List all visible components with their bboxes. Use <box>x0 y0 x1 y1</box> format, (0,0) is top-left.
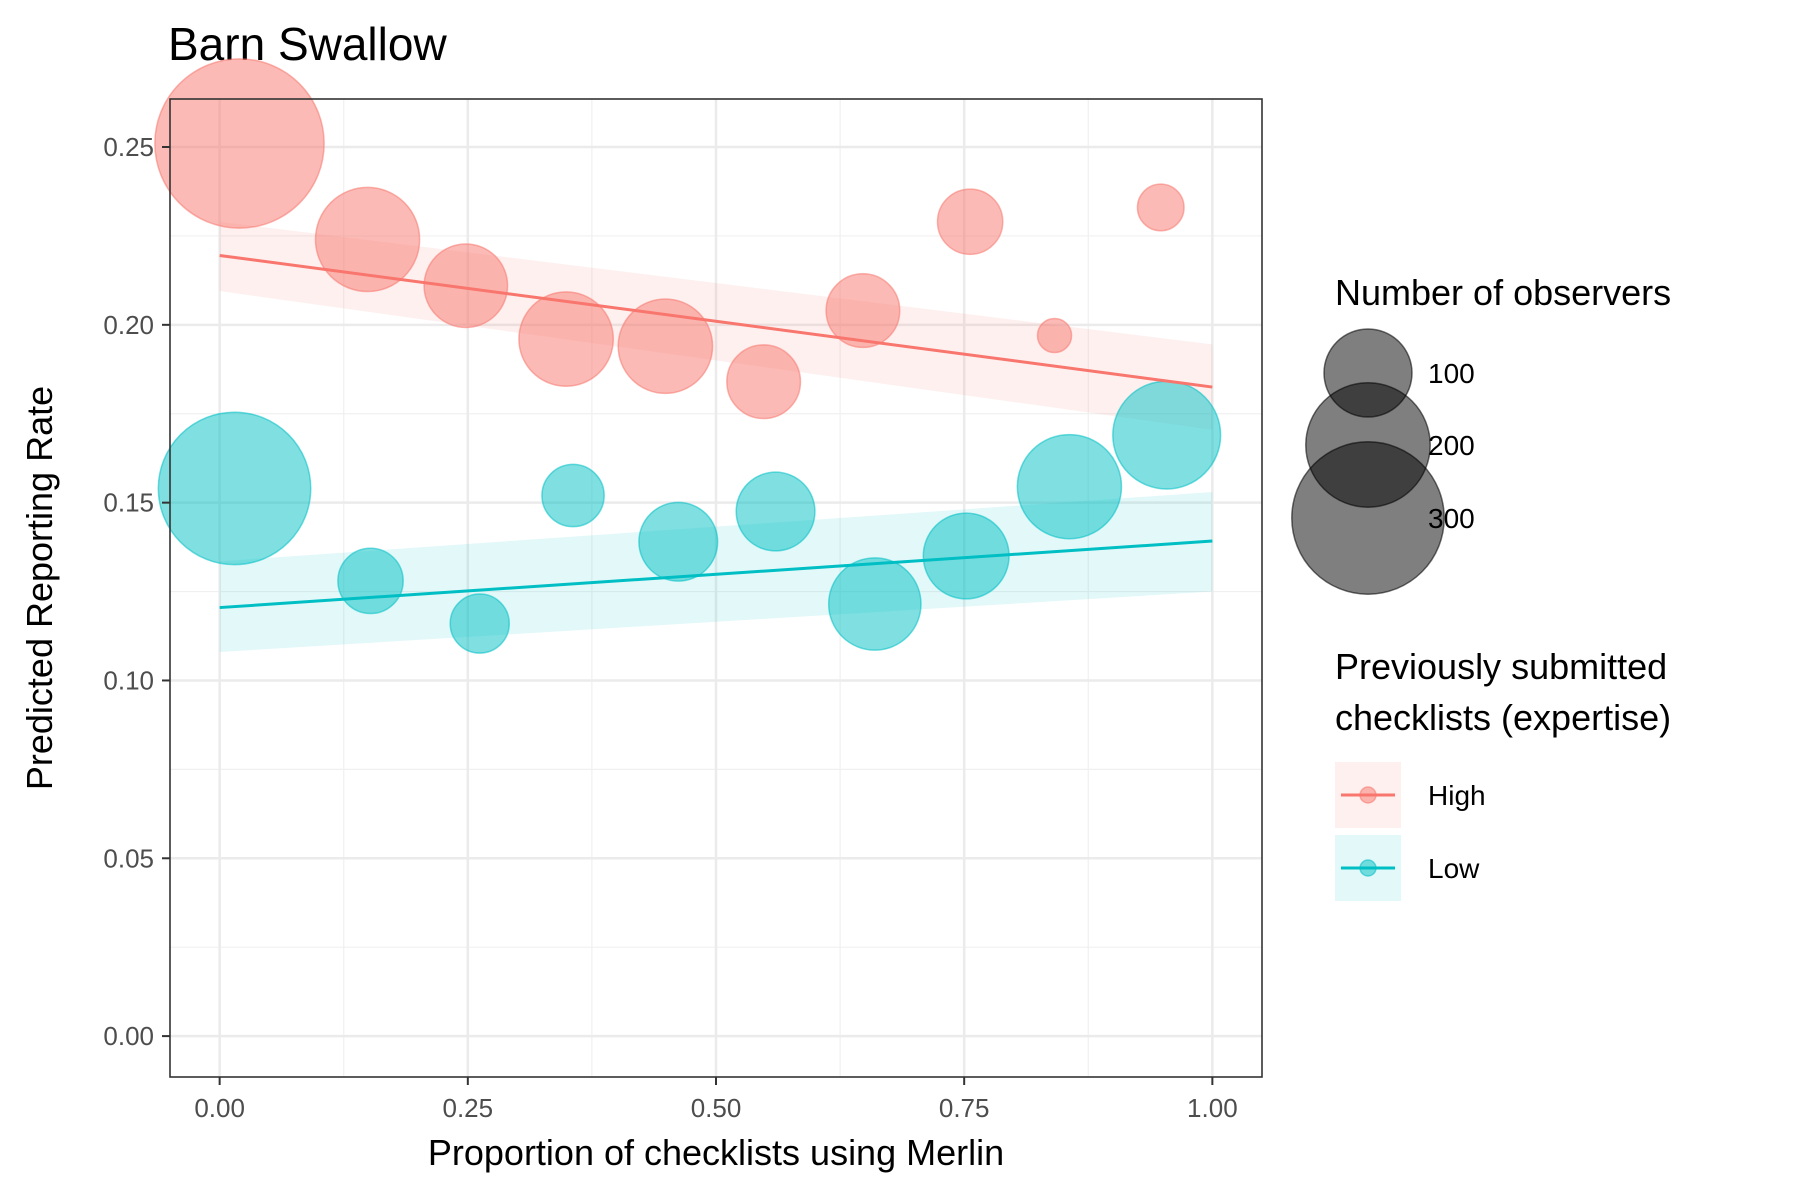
size-legend-label: 300 <box>1428 503 1475 534</box>
data-point-high <box>1036 317 1073 354</box>
x-tick-label: 0.00 <box>194 1093 245 1123</box>
size-legend-label: 100 <box>1428 358 1475 389</box>
y-tick-label: 0.05 <box>103 843 154 873</box>
y-tick-label: 0.20 <box>103 310 154 340</box>
data-point-high <box>1136 183 1185 232</box>
trend-line-low <box>219 539 1213 610</box>
x-tick-label: 1.00 <box>1187 1093 1238 1123</box>
data-point-high <box>518 291 615 387</box>
data-point-high <box>726 344 802 420</box>
color-legend-key-point <box>1359 859 1377 877</box>
y-axis: 0.00 0.05 0.10 0.15 0.20 0.25 <box>103 132 170 1051</box>
data-point-low <box>541 463 605 528</box>
color-legend-key-point <box>1359 786 1377 804</box>
data-point-low <box>1016 433 1123 540</box>
data-point-high <box>825 273 901 349</box>
data-point-high <box>936 188 1004 256</box>
data-point-high <box>617 298 714 395</box>
data-point-low <box>735 471 816 552</box>
x-axis: 0.00 0.25 0.50 0.75 1.00 <box>194 1077 1238 1123</box>
y-tick-label: 0.15 <box>103 488 154 518</box>
x-tick-label: 0.50 <box>691 1093 742 1123</box>
data-point-high <box>423 243 509 329</box>
color-legend-title-line-2: checklists (expertise) <box>1335 697 1671 738</box>
data-point-low <box>827 557 922 651</box>
data-point-low <box>449 593 510 654</box>
x-tick-label: 0.75 <box>939 1093 990 1123</box>
data-point-low <box>337 547 404 615</box>
color-legend-title-line-1: Previously submitted <box>1335 646 1667 687</box>
size-legend-label: 200 <box>1428 430 1475 461</box>
data-point-low <box>638 501 719 582</box>
plot-panel <box>154 58 1263 1078</box>
data-point-low <box>157 411 312 566</box>
x-tick-label: 0.25 <box>443 1093 494 1123</box>
data-point-high <box>154 58 325 229</box>
data-point-high <box>314 186 421 293</box>
y-axis-title: Predicted Reporting Rate <box>19 386 60 790</box>
chart-title: Barn Swallow <box>168 18 447 70</box>
y-tick-label: 0.25 <box>103 132 154 162</box>
x-axis-title: Proportion of checklists using Merlin <box>428 1132 1004 1173</box>
y-tick-label: 0.00 <box>103 1021 154 1051</box>
color-legend-label: Low <box>1428 853 1480 884</box>
size-legend-title: Number of observers <box>1335 272 1671 313</box>
color-legend-label: High <box>1428 780 1486 811</box>
size-legend-key <box>1291 441 1445 595</box>
data-point-low <box>1112 380 1222 490</box>
color-legend: Previously submitted checklists (experti… <box>1335 646 1671 901</box>
y-tick-label: 0.10 <box>103 665 154 695</box>
trend-line-high <box>219 253 1213 389</box>
size-legend: Number of observers 100 200 300 <box>1291 272 1671 595</box>
